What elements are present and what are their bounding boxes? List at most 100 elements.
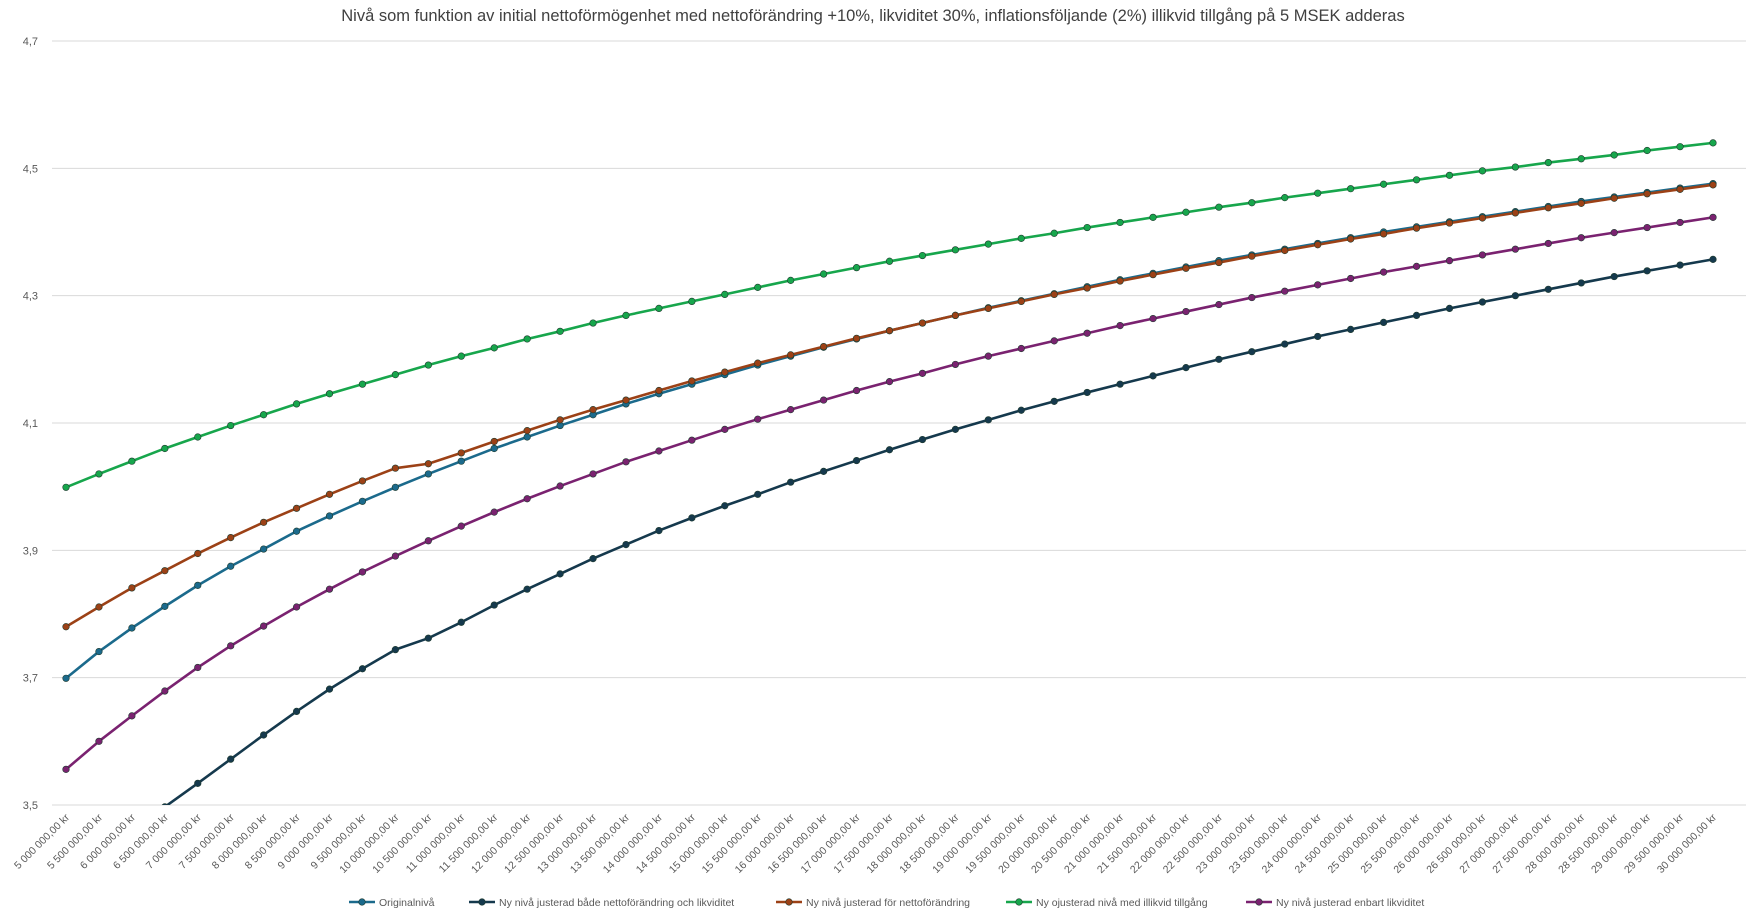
- data-point: [490, 508, 498, 516]
- data-point: [1445, 257, 1454, 265]
- data-point: [1017, 406, 1025, 414]
- data-point: [918, 319, 927, 327]
- data-point: [62, 674, 70, 682]
- data-point: [984, 240, 992, 248]
- data-point: [95, 470, 103, 478]
- data-point: [589, 555, 597, 563]
- data-point: [754, 490, 762, 498]
- y-tick-label: 3,7: [23, 673, 38, 685]
- x-tick-label: 14 000 000,00 kr: [601, 811, 666, 876]
- data-point: [918, 369, 927, 377]
- x-tick-label: 16 500 000,00 kr: [766, 811, 831, 876]
- x-tick-label: 25 000 000,00 kr: [1326, 811, 1391, 876]
- x-tick-label: 18 000 000,00 kr: [864, 811, 929, 876]
- x-tick-label: 24 000 000,00 kr: [1260, 811, 1325, 876]
- data-point: [1676, 218, 1684, 227]
- data-point: [1116, 380, 1124, 388]
- data-point: [688, 377, 696, 385]
- data-point: [292, 603, 301, 611]
- data-point: [358, 477, 367, 485]
- data-point: [325, 490, 334, 498]
- data-point: [820, 343, 828, 351]
- data-point: [1116, 218, 1124, 227]
- data-point: [1709, 213, 1717, 221]
- data-point: [622, 458, 630, 466]
- x-tick-label: 19 000 000,00 kr: [930, 811, 995, 876]
- data-point: [457, 618, 465, 626]
- data-point: [655, 304, 663, 313]
- data-point: [523, 427, 531, 435]
- x-tick-label: 29 500 000,00 kr: [1622, 811, 1687, 876]
- data-point: [852, 264, 861, 272]
- data-point: [1610, 151, 1618, 159]
- data-point: [1412, 311, 1421, 320]
- data-point: [292, 707, 301, 716]
- data-point: [1610, 194, 1618, 202]
- data-point: [260, 622, 268, 630]
- legend-item: Ny nivå justerad för nettoförändring: [776, 897, 970, 909]
- x-tick-label: 13 000 000,00 kr: [535, 811, 600, 876]
- data-point: [227, 533, 235, 542]
- data-point: [1347, 274, 1355, 283]
- x-tick-label: 24 500 000,00 kr: [1293, 811, 1358, 876]
- data-point: [951, 311, 959, 320]
- data-point: [1083, 388, 1091, 397]
- data-point: [885, 378, 894, 386]
- data-point: [1215, 258, 1223, 267]
- data-point: [1511, 292, 1519, 300]
- data-point: [457, 352, 465, 360]
- data-point: [1347, 185, 1355, 193]
- data-point: [1116, 321, 1124, 330]
- data-point: [1083, 284, 1091, 292]
- data-point: [95, 647, 103, 656]
- x-tick-label: 15 500 000,00 kr: [700, 811, 765, 876]
- x-tick-label: 20 500 000,00 kr: [1029, 811, 1094, 876]
- x-tick-label: 29 000 000,00 kr: [1589, 811, 1654, 876]
- data-point: [1281, 246, 1289, 255]
- data-point: [885, 327, 894, 335]
- data-point: [1643, 267, 1651, 275]
- x-tick-label: 12 000 000,00 kr: [469, 811, 534, 876]
- data-point: [490, 601, 498, 609]
- legend-item: Ny ojusterad nivå med illikvid tillgång: [1006, 897, 1208, 909]
- data-point: [227, 562, 235, 570]
- data-point: [688, 514, 696, 522]
- data-point: [556, 327, 564, 335]
- data-point: [589, 319, 597, 327]
- data-point: [358, 380, 367, 388]
- y-tick-label: 3,5: [23, 800, 38, 812]
- data-point: [1248, 252, 1256, 260]
- data-point: [556, 482, 564, 490]
- data-point: [457, 449, 465, 457]
- data-point: [1478, 167, 1487, 175]
- data-point: [688, 436, 696, 444]
- x-tick-label: 10 000 000,00 kr: [337, 811, 402, 876]
- data-point: [1050, 337, 1058, 345]
- legend-label: Ny nivå justerad för nettoförändring: [806, 897, 970, 909]
- data-point: [1281, 340, 1289, 348]
- x-tick-label: 14 500 000,00 kr: [634, 811, 699, 876]
- y-tick-label: 4,3: [23, 291, 38, 303]
- data-point: [161, 567, 169, 575]
- chart-title: Nivå som funktion av initial nettoförmög…: [341, 7, 1404, 25]
- data-point: [754, 415, 762, 423]
- data-point: [523, 335, 531, 343]
- x-tick-label: 22 000 000,00 kr: [1128, 811, 1193, 876]
- data-point: [260, 518, 268, 526]
- x-tick-label: 11 500 000,00 kr: [437, 811, 501, 875]
- data-point: [918, 435, 927, 444]
- data-point: [1511, 163, 1519, 171]
- data-point: [457, 457, 465, 465]
- data-point: [1182, 307, 1190, 316]
- data-point: [589, 470, 597, 478]
- data-point: [1314, 281, 1322, 289]
- data-point: [424, 634, 432, 642]
- x-tick-label: 13 500 000,00 kr: [568, 811, 633, 876]
- legend-swatch-marker: [478, 898, 486, 906]
- data-point: [885, 257, 894, 265]
- series-line: [165, 258, 1715, 805]
- x-tick-label: 28 500 000,00 kr: [1556, 811, 1621, 876]
- x-tick-label: 22 500 000,00 kr: [1161, 811, 1226, 876]
- series-line: [64, 183, 1715, 629]
- data-point: [852, 334, 861, 342]
